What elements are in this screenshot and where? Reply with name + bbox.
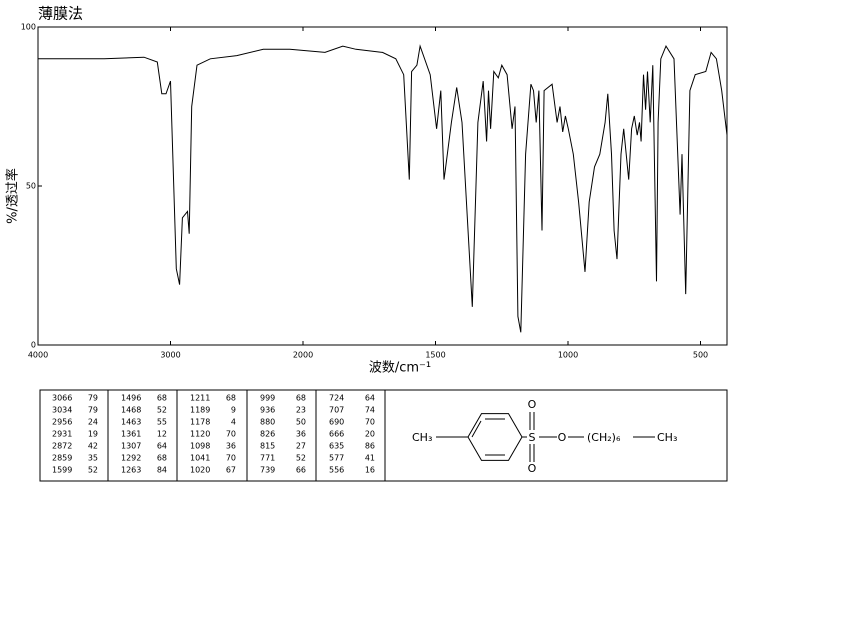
peak-transmittance: 50 — [296, 418, 306, 427]
structure-label: CH₃ — [657, 431, 677, 444]
structure-label: S — [529, 431, 536, 444]
y-axis-label: %/透过率 — [5, 168, 21, 224]
peak-transmittance: 86 — [365, 442, 375, 451]
peak-transmittance: 19 — [88, 430, 98, 439]
peak-wavenumber: 666 — [329, 430, 344, 439]
x-tick-label: 1500 — [425, 351, 445, 360]
structure-drawing — [436, 412, 655, 462]
peak-transmittance: 64 — [365, 394, 375, 403]
peak-transmittance: 68 — [157, 394, 167, 403]
peak-wavenumber: 1020 — [190, 466, 210, 475]
peak-wavenumber: 1468 — [121, 406, 141, 415]
y-tick-label: 50 — [26, 182, 36, 191]
peak-wavenumber: 815 — [260, 442, 275, 451]
peak-transmittance: 36 — [226, 442, 236, 451]
peak-wavenumber: 1189 — [190, 406, 210, 415]
peak-transmittance: 23 — [296, 406, 306, 415]
peak-wavenumber: 1178 — [190, 418, 210, 427]
y-tick-label: 100 — [21, 23, 36, 32]
peak-transmittance: 52 — [88, 466, 98, 475]
peak-wavenumber: 739 — [260, 466, 275, 475]
plot-frame — [37, 26, 728, 346]
x-tick-label: 2000 — [293, 351, 313, 360]
x-axis-label: 波数/cm⁻¹ — [369, 361, 431, 376]
peak-transmittance: 74 — [365, 406, 375, 415]
peak-wavenumber: 635 — [329, 442, 344, 451]
x-tick-label: 500 — [693, 351, 708, 360]
peak-transmittance: 52 — [296, 454, 306, 463]
x-tick-label: 4000 — [28, 351, 48, 360]
peak-wavenumber: 556 — [329, 466, 344, 475]
peak-wavenumber: 1292 — [121, 454, 141, 463]
peak-transmittance: 70 — [226, 454, 236, 463]
peak-transmittance: 12 — [157, 430, 167, 439]
peak-wavenumber: 1041 — [190, 454, 210, 463]
peak-transmittance: 27 — [296, 442, 306, 451]
peak-wavenumber: 826 — [260, 430, 275, 439]
peak-transmittance: 79 — [88, 406, 98, 415]
peak-wavenumber: 2859 — [52, 454, 72, 463]
peak-wavenumber: 707 — [329, 406, 344, 415]
peak-wavenumber: 1496 — [121, 394, 141, 403]
peak-transmittance: 20 — [365, 430, 375, 439]
peak-transmittance: 36 — [296, 430, 306, 439]
x-tick-label: 3000 — [160, 351, 180, 360]
peak-transmittance: 41 — [365, 454, 375, 463]
peak-transmittance: 64 — [157, 442, 167, 451]
peak-transmittance: 68 — [157, 454, 167, 463]
structure-label: (CH₂)₆ — [587, 431, 621, 444]
peak-wavenumber: 999 — [260, 394, 275, 403]
spectrum-line — [38, 44, 728, 333]
peak-transmittance: 35 — [88, 454, 98, 463]
x-tick-label: 1000 — [558, 351, 578, 360]
peak-wavenumber: 3066 — [52, 394, 72, 403]
peak-transmittance: 70 — [226, 430, 236, 439]
structure-label: CH₃ — [412, 431, 432, 444]
peak-wavenumber: 2931 — [52, 430, 72, 439]
y-tick-label: 0 — [31, 341, 36, 350]
peak-transmittance: 84 — [157, 466, 167, 475]
peak-transmittance: 42 — [88, 442, 98, 451]
peak-wavenumber: 1599 — [52, 466, 72, 475]
peak-wavenumber: 2872 — [52, 442, 72, 451]
peak-wavenumber: 936 — [260, 406, 275, 415]
table-frame — [39, 389, 728, 482]
peak-transmittance: 66 — [296, 466, 306, 475]
peak-wavenumber: 724 — [329, 394, 344, 403]
chart-title: 薄膜法 — [38, 5, 83, 23]
peak-wavenumber: 690 — [329, 418, 344, 427]
peak-wavenumber: 771 — [260, 454, 275, 463]
peak-wavenumber: 1463 — [121, 418, 141, 427]
peak-transmittance: 67 — [226, 466, 236, 475]
peak-wavenumber: 1263 — [121, 466, 141, 475]
peak-transmittance: 70 — [365, 418, 375, 427]
peak-wavenumber: 2956 — [52, 418, 72, 427]
peak-wavenumber: 1361 — [121, 430, 141, 439]
structure-label: O — [528, 462, 537, 475]
peak-transmittance: 24 — [88, 418, 98, 427]
peak-transmittance: 4 — [231, 418, 236, 427]
table-dividers — [107, 390, 386, 481]
peak-transmittance: 68 — [296, 394, 306, 403]
peak-transmittance: 52 — [157, 406, 167, 415]
peak-transmittance: 16 — [365, 466, 375, 475]
structure-label: O — [528, 398, 537, 411]
peak-wavenumber: 880 — [260, 418, 275, 427]
peak-wavenumber: 1098 — [190, 442, 210, 451]
peak-transmittance: 79 — [88, 394, 98, 403]
peak-wavenumber: 3034 — [52, 406, 72, 415]
peak-transmittance: 9 — [231, 406, 236, 415]
peak-wavenumber: 577 — [329, 454, 344, 463]
structure-label: O — [558, 431, 567, 444]
peak-wavenumber: 1120 — [190, 430, 210, 439]
peak-wavenumber: 1211 — [190, 394, 210, 403]
peak-transmittance: 68 — [226, 394, 236, 403]
peak-wavenumber: 1307 — [121, 442, 141, 451]
peak-transmittance: 55 — [157, 418, 167, 427]
